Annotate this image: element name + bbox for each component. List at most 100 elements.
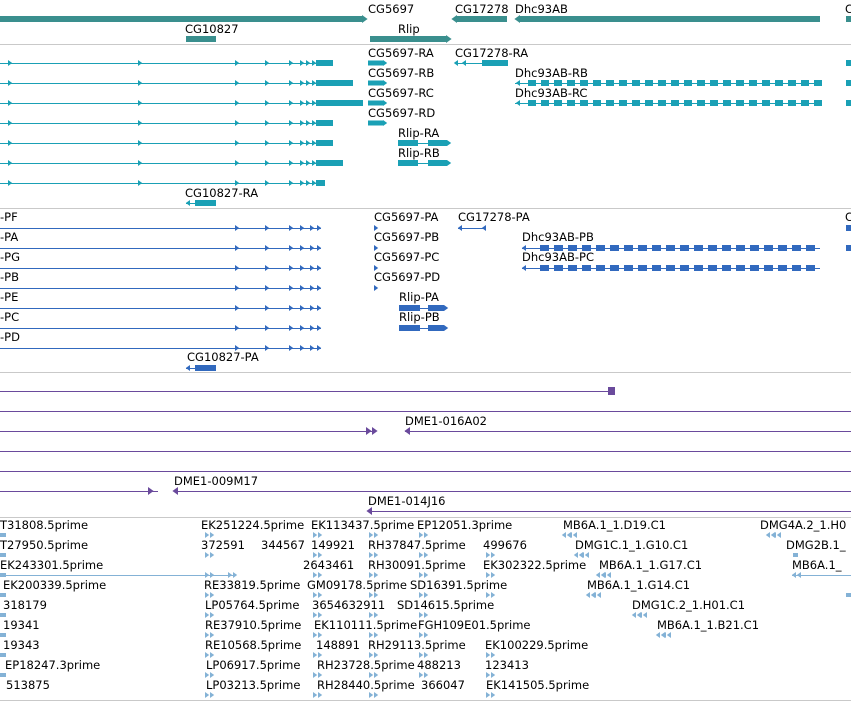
strand-arrow-right[interactable]	[318, 552, 323, 558]
est-label[interactable]: EK100229.5prime	[485, 638, 589, 652]
strand-arrow-right[interactable]	[491, 592, 496, 598]
strand-arrow-left[interactable]	[366, 507, 372, 515]
bac-label[interactable]: DME1-014J16	[368, 494, 446, 508]
cds-exon[interactable]	[680, 245, 689, 251]
strand-arrow-right[interactable]	[312, 160, 317, 166]
cds-exon[interactable]	[722, 265, 731, 271]
transcript-exon[interactable]	[528, 80, 536, 86]
cds-exon[interactable]	[638, 245, 647, 251]
transcript-exon[interactable]	[801, 80, 809, 86]
strand-arrow-right[interactable]	[313, 552, 318, 558]
est-label[interactable]: MB6A.1_1.B21.C1	[657, 618, 760, 632]
est-label[interactable]: 148891	[316, 638, 360, 652]
bac-label[interactable]: DME1-009M17	[174, 474, 259, 488]
strand-arrow-right[interactable]	[205, 612, 210, 618]
est-label[interactable]: 372591	[201, 538, 245, 552]
est-label[interactable]: RH29113.5prime	[368, 638, 466, 652]
strand-arrow-right[interactable]	[300, 305, 305, 311]
est-label[interactable]: EP18247.3prime	[5, 658, 101, 672]
strand-arrow-left[interactable]	[185, 365, 190, 371]
strand-arrow-right[interactable]	[312, 100, 317, 106]
strand-arrow-right[interactable]	[424, 652, 429, 658]
strand-arrow-left[interactable]	[451, 15, 457, 23]
strand-arrow-right[interactable]	[374, 552, 379, 558]
cds-exon[interactable]	[624, 265, 633, 271]
strand-arrow-right[interactable]	[444, 325, 449, 331]
transcript-exon[interactable]	[710, 100, 718, 106]
bac-label[interactable]: DME1-016A02	[405, 414, 487, 428]
strand-arrow-right[interactable]	[306, 160, 311, 166]
est-label[interactable]: DMG4A.2_1.H0	[760, 518, 847, 532]
strand-arrow-right[interactable]	[318, 652, 323, 658]
strand-arrow-left[interactable]	[585, 592, 590, 598]
transcript-exon[interactable]	[316, 180, 325, 186]
strand-arrow-left[interactable]	[481, 225, 486, 231]
strand-arrow-right[interactable]	[235, 160, 240, 166]
strand-arrow-right[interactable]	[235, 265, 240, 271]
strand-arrow-right[interactable]	[235, 140, 240, 146]
strand-arrow-right[interactable]	[491, 572, 496, 578]
transcript-exon[interactable]	[619, 100, 627, 106]
transcript-label[interactable]: Dhc93AB-RC	[515, 86, 588, 100]
strand-arrow-right[interactable]	[8, 180, 13, 186]
gene-feature[interactable]	[370, 36, 446, 42]
strand-arrow-left[interactable]	[515, 80, 520, 86]
exon-block[interactable]	[846, 245, 851, 251]
strand-arrow-right[interactable]	[312, 180, 317, 186]
cds-exon[interactable]	[195, 365, 216, 371]
transcript-label[interactable]: Rlip-RA	[398, 126, 440, 140]
strand-arrow-right[interactable]	[235, 60, 240, 66]
transcript-exon[interactable]	[398, 160, 418, 166]
cds-label[interactable]: -PE	[0, 290, 19, 304]
strand-arrow-right[interactable]	[300, 325, 305, 331]
transcript-exon[interactable]	[632, 80, 640, 86]
strand-arrow-right[interactable]	[306, 180, 311, 186]
strand-arrow-right[interactable]	[235, 325, 240, 331]
strand-arrow-right[interactable]	[374, 245, 379, 251]
est-label[interactable]: EK302322.5prime	[483, 558, 587, 572]
strand-arrow-left[interactable]	[573, 552, 578, 558]
strand-arrow-right[interactable]	[235, 285, 240, 291]
strand-arrow-right[interactable]	[313, 632, 318, 638]
cds-label[interactable]: Dhc93AB-PC	[522, 250, 594, 264]
est-label[interactable]: 318179	[3, 598, 47, 612]
transcript-exon[interactable]	[697, 100, 705, 106]
transcript-exon[interactable]	[567, 80, 575, 86]
strand-arrow-right[interactable]	[289, 100, 294, 106]
cds-exon[interactable]	[554, 245, 563, 251]
transcript-exon[interactable]	[814, 80, 822, 86]
cds-label[interactable]: CG17278-PA	[458, 210, 530, 224]
strand-arrow-left[interactable]	[561, 532, 566, 538]
exon-block[interactable]	[846, 80, 851, 86]
transcript-exon[interactable]	[762, 100, 770, 106]
strand-arrow-right[interactable]	[419, 652, 424, 658]
strand-arrow-right[interactable]	[383, 120, 388, 126]
transcript-exon[interactable]	[316, 60, 333, 66]
est-label[interactable]: 513875	[6, 678, 50, 692]
cds-label[interactable]: CG5697-PD	[374, 270, 441, 284]
strand-arrow-right[interactable]	[300, 100, 305, 106]
strand-arrow-right[interactable]	[265, 100, 270, 106]
transcript-exon[interactable]	[671, 80, 679, 86]
strand-arrow-right[interactable]	[317, 305, 322, 311]
est-label[interactable]: RH28440.5prime	[317, 678, 415, 692]
strand-arrow-right[interactable]	[265, 80, 270, 86]
strand-arrow-right[interactable]	[369, 652, 374, 658]
strand-arrow-right[interactable]	[374, 692, 379, 698]
strand-arrow-right[interactable]	[138, 140, 143, 146]
strand-arrow-right[interactable]	[289, 80, 294, 86]
cds-exon[interactable]	[708, 265, 717, 271]
transcript-label[interactable]: CG5697-RC	[368, 86, 434, 100]
cds-exon[interactable]	[428, 305, 444, 311]
est-label[interactable]: EK113437.5prime	[311, 518, 415, 532]
strand-arrow-right[interactable]	[138, 100, 143, 106]
strand-arrow-right[interactable]	[310, 285, 315, 291]
strand-arrow-left[interactable]	[776, 532, 781, 538]
strand-arrow-right[interactable]	[312, 140, 317, 146]
cds-exon[interactable]	[694, 265, 703, 271]
cds-exon[interactable]	[652, 265, 661, 271]
strand-arrow-right[interactable]	[424, 612, 429, 618]
transcript-exon[interactable]	[482, 60, 508, 66]
transcript-exon[interactable]	[316, 140, 333, 146]
strand-arrow-right[interactable]	[265, 120, 270, 126]
